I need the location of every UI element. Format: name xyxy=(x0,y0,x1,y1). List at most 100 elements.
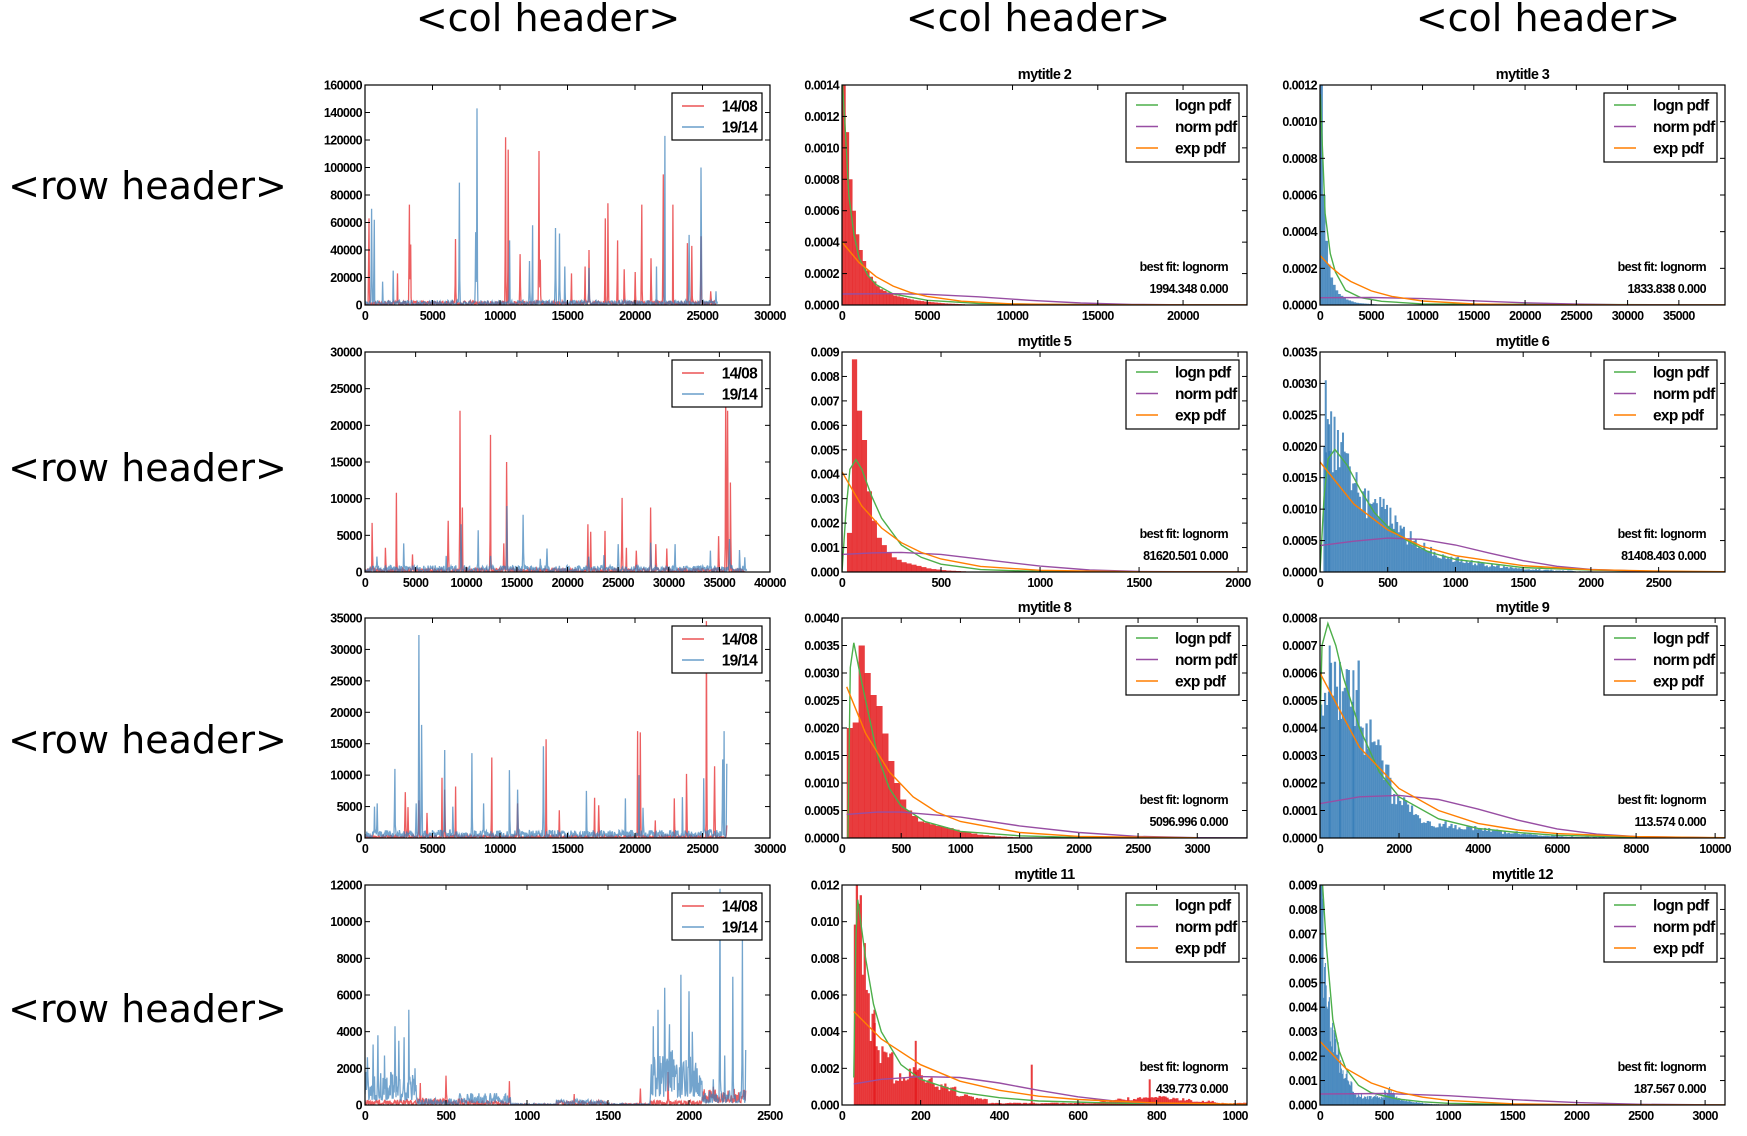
hist-bar xyxy=(1476,829,1479,838)
y-tick-label: 0.0008 xyxy=(804,173,839,187)
hist-bar xyxy=(1543,835,1546,838)
hist-bar xyxy=(1377,739,1380,838)
hist-bar xyxy=(1328,424,1331,572)
best-fit-label: best fit: lognorm xyxy=(1618,527,1707,541)
hist-bar xyxy=(948,1091,951,1105)
x-tick-label: 10000 xyxy=(997,309,1029,323)
hist-bar xyxy=(959,831,966,838)
hist-bar xyxy=(916,565,922,572)
y-tick-label: 10000 xyxy=(330,769,362,783)
hist-bar xyxy=(950,570,957,572)
hist-bar xyxy=(1360,1096,1362,1105)
hist-bar xyxy=(1472,565,1475,572)
legend-label: exp pdf xyxy=(1175,941,1227,958)
hist-bar xyxy=(1559,836,1562,838)
hist-bar xyxy=(1354,1094,1356,1105)
hist-bar xyxy=(922,1079,925,1105)
hist-bar xyxy=(1551,835,1554,838)
hist-bar xyxy=(1400,1100,1402,1105)
x-tick-label: 1000 xyxy=(1436,1109,1462,1123)
hist-bar xyxy=(1034,1103,1037,1105)
x-tick-label: 2500 xyxy=(1125,842,1151,856)
hist-bar xyxy=(1070,1103,1073,1105)
hist-bar xyxy=(1327,1008,1329,1105)
hist-bar xyxy=(1164,1096,1167,1105)
hist-bar xyxy=(1357,1094,1359,1105)
x-tick-label: 0 xyxy=(839,576,846,590)
y-tick-label: 0.001 xyxy=(1289,1074,1318,1088)
hist-bar xyxy=(1081,1102,1085,1105)
hist-bar xyxy=(1369,503,1372,572)
hist-bar xyxy=(1491,830,1495,838)
hist-bar xyxy=(1448,559,1451,572)
hist-bar xyxy=(1338,662,1341,838)
hist-bar xyxy=(941,827,948,838)
x-tick-label: 500 xyxy=(931,576,951,590)
hist-bar xyxy=(865,270,870,305)
hist-bar xyxy=(1442,823,1445,838)
hist-bar xyxy=(1421,548,1424,572)
hist-bar xyxy=(1440,826,1443,838)
hist-bar xyxy=(1519,834,1522,838)
y-tick-label: 6000 xyxy=(337,989,363,1003)
hist-bar xyxy=(1397,1098,1399,1105)
hist-bar xyxy=(1397,794,1400,838)
hist-bar xyxy=(1362,491,1365,572)
hist-bar xyxy=(1325,985,1327,1105)
hist-bar xyxy=(920,1075,923,1105)
hist-bar xyxy=(1463,563,1466,572)
hist-bar xyxy=(1509,566,1512,572)
legend-label: norm pdf xyxy=(1175,119,1238,136)
hist-bar xyxy=(937,302,942,305)
x-tick-label: 200 xyxy=(911,1109,931,1123)
y-tick-label: 20000 xyxy=(330,419,362,433)
hist-bar xyxy=(1328,1001,1330,1105)
hist-bar xyxy=(1364,488,1367,572)
hist-bar xyxy=(1483,827,1487,838)
hist-bar xyxy=(1337,294,1341,305)
hist-bar xyxy=(1320,885,1322,1105)
best-fit-label: best fit: lognorm xyxy=(1618,1060,1707,1074)
x-tick-label: 10000 xyxy=(1407,309,1439,323)
y-tick-label: 25000 xyxy=(330,674,362,688)
hist-bar xyxy=(1370,1096,1372,1105)
hist-bar xyxy=(1403,1098,1405,1105)
hist-bar xyxy=(1174,1098,1177,1105)
hist-bar xyxy=(1485,830,1489,838)
hist-bar xyxy=(1162,1096,1165,1105)
legend-box xyxy=(671,92,763,141)
x-tick-label: 1000 xyxy=(1443,576,1469,590)
hist-bar xyxy=(1146,1097,1149,1105)
hist-bar xyxy=(1396,521,1399,572)
hist-bar xyxy=(1394,1097,1396,1105)
hist-bar xyxy=(1538,568,1541,572)
hist-bar xyxy=(1032,1102,1035,1105)
hist-bar xyxy=(1075,1103,1079,1105)
hist-bar xyxy=(879,289,884,305)
legend: logn pdf norm pdf exp pdf xyxy=(1125,625,1240,696)
legend-label: logn pdf xyxy=(1175,898,1232,915)
hist-bar xyxy=(1046,1103,1049,1105)
y-tick-label: 30000 xyxy=(330,346,362,360)
hist-bar xyxy=(1352,1091,1354,1105)
hist-bar xyxy=(1413,1102,1415,1105)
y-tick-label: 5000 xyxy=(337,800,363,814)
hist-bar xyxy=(901,562,907,572)
hist-bar xyxy=(1450,823,1453,838)
y-tick-label: 0.008 xyxy=(811,952,840,966)
hist-bar xyxy=(846,728,853,838)
x-tick-label: 20000 xyxy=(552,576,584,590)
hist-bar xyxy=(1408,1101,1410,1105)
y-tick-label: 0 xyxy=(356,1099,363,1113)
hist-bar xyxy=(1462,562,1465,572)
hist-bar xyxy=(1482,830,1485,838)
hist-bar xyxy=(1150,1097,1153,1105)
x-tick-label: 1500 xyxy=(595,1109,621,1123)
x-tick-label: 800 xyxy=(1147,1109,1167,1123)
hist-bar xyxy=(1368,1096,1371,1105)
y-tick-label: 0.0010 xyxy=(804,141,839,155)
hist-bar xyxy=(1323,997,1325,1105)
hist-bar xyxy=(1358,1095,1360,1105)
hist-bar xyxy=(1430,1103,1432,1105)
